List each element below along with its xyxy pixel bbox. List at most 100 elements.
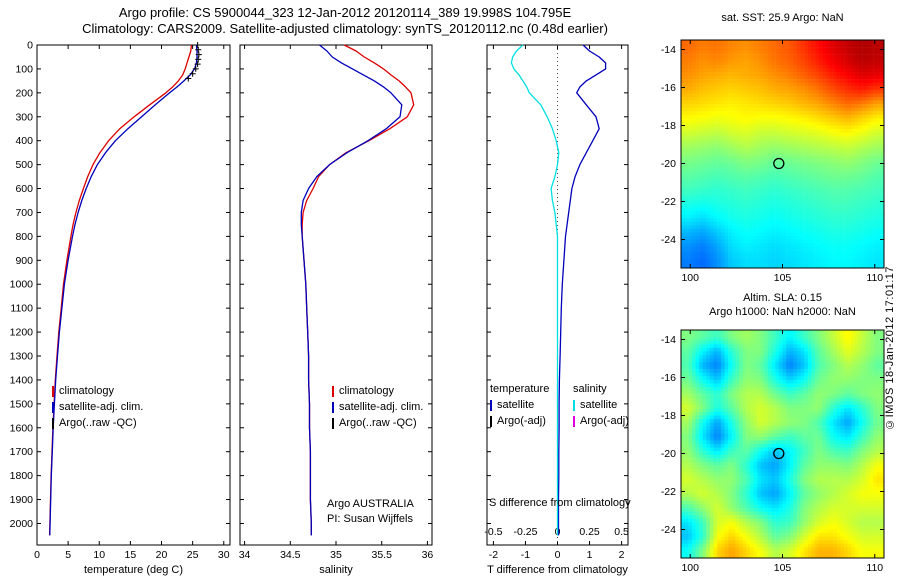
satellite-line-swatch [573, 399, 575, 411]
axis-tick-label: 0 [27, 40, 33, 52]
axis-tick-label: 35.5 [371, 549, 392, 561]
figure-header: Argo profile: CS 5900044_323 12-Jan-2012… [0, 5, 690, 37]
legend-label: climatology [339, 385, 395, 397]
legend-label: satellite [580, 399, 618, 411]
legend-header: temperature [490, 383, 550, 395]
axis-tick-label: -14 [661, 44, 676, 56]
x-axis-label: temperature (deg C) [84, 564, 183, 576]
axis-tick-label: 2 [619, 549, 625, 561]
axis-tick-label: -22 [661, 196, 676, 208]
legend-entry: satellite [490, 397, 549, 413]
axis-tick-label: 0 [34, 549, 40, 561]
legend-entry: satellite [573, 397, 629, 413]
pi-note: Argo AUSTRALIA PI: Susan Wijffels [327, 497, 414, 527]
axis-tick-label: 34.5 [280, 549, 301, 561]
axis-tick-label: 1500 [10, 398, 34, 410]
axis-tick-label: -20 [661, 448, 676, 460]
legend-label: climatology [59, 385, 115, 397]
legend-label: Argo(-adj) [497, 415, 546, 427]
axis-tick-label: 600 [15, 183, 33, 195]
s-axis-tick-label: 0.25 [579, 526, 600, 538]
imos-watermark: ©IMOS 18-Jan-2012 17:01:17 [884, 266, 896, 430]
climatology-line-swatch [52, 385, 54, 397]
legend-label: satellite-adj. clim. [59, 401, 144, 413]
argo-line-swatch [52, 417, 54, 429]
axis-tick-label: 0 [555, 549, 561, 561]
s-axis-tick-label: 0.5 [614, 526, 629, 538]
axis-tick-label: -16 [661, 372, 676, 384]
axis-tick-label: 15 [125, 549, 137, 561]
legend-entry: Argo(..raw -QC) [332, 415, 423, 431]
x-axis-label: T difference from climatology [487, 564, 628, 576]
axis-tick-label: 20 [156, 549, 168, 561]
axis-tick-label: 800 [15, 231, 33, 243]
axis-tick-label: -16 [661, 82, 676, 94]
series-t-diff-satellite [557, 44, 607, 536]
s-diff-caption: S difference from climatology [489, 497, 631, 509]
axis-tick-label: 100 [15, 63, 33, 75]
argo-line-swatch [332, 417, 334, 429]
axis-tick-label: 1600 [10, 422, 34, 434]
axis-tick-label: 1400 [10, 374, 34, 386]
sst-map-title: sat. SST: 25.9 Argo: NaN [721, 12, 844, 24]
series-satellite-adj-clim [300, 44, 403, 536]
s-axis-tick-label: -0.5 [484, 526, 502, 538]
axis-tick-label: 34 [239, 549, 251, 561]
axis-tick-label: 1200 [10, 327, 34, 339]
axis-tick-label: 1000 [10, 279, 34, 291]
series-climatology [48, 44, 193, 536]
axis-tick-label: 300 [15, 111, 33, 123]
axis-tick-label: 1800 [10, 470, 34, 482]
argo-line-swatch [490, 415, 492, 427]
axis-tick-label: -14 [661, 334, 676, 346]
sla-map [681, 330, 884, 558]
legend-label: satellite-adj. clim. [339, 401, 424, 413]
axis-tick-label: 700 [15, 207, 33, 219]
argo-line-swatch [573, 415, 575, 427]
axes-box [36, 44, 231, 546]
satellite-line-swatch [490, 399, 492, 411]
sla-map-title: Altim. SLA: 0.15 Argo h1000: NaN h2000: … [681, 291, 884, 319]
axis-tick-label: 1300 [10, 351, 34, 363]
axis-tick-label: 400 [15, 135, 33, 147]
legend-label: Argo(-adj) [580, 415, 629, 427]
axis-tick-label: 1900 [10, 494, 34, 506]
axes-box [239, 44, 433, 546]
climatology-line-swatch [332, 385, 334, 397]
legend-label: Argo(..raw -QC) [59, 417, 137, 429]
note-line1: Argo AUSTRALIA [327, 498, 414, 510]
legend-entry: satellite-adj. clim. [332, 399, 423, 415]
axis-tick-label: 100 [681, 272, 699, 284]
axis-tick-label: 110 [866, 272, 883, 284]
axis-tick-label: 1100 [10, 303, 33, 315]
satellite-line-swatch [332, 401, 334, 413]
legend-label: satellite [497, 399, 535, 411]
sst-map [681, 40, 884, 268]
axis-tick-label: 105 [774, 562, 792, 574]
axis-tick-label: 1700 [10, 446, 34, 458]
axis-tick-label: -24 [661, 524, 676, 536]
axis-tick-label: -18 [661, 410, 676, 422]
axis-tick-label: -22 [661, 486, 676, 498]
axis-tick-label: 30 [218, 549, 230, 561]
sal-diff-legend: salinity satellite Argo(-adj) [573, 381, 629, 429]
axis-tick-label: 100 [681, 562, 699, 574]
series-argo-raw-qc [185, 42, 202, 82]
legend-entry: Argo(..raw -QC) [52, 415, 143, 431]
axis-tick-label: 900 [15, 255, 33, 267]
legend-entry: climatology [332, 383, 423, 399]
series-climatology [301, 44, 415, 536]
axes-box [486, 44, 629, 546]
axis-tick-label: 5 [65, 549, 71, 561]
figure-title-line1: Argo profile: CS 5900044_323 12-Jan-2012… [118, 5, 572, 20]
satellite-line-swatch [52, 401, 54, 413]
series-s-diff-satellite [510, 44, 560, 536]
legend-header: salinity [573, 383, 607, 395]
axis-tick-label: -24 [661, 234, 676, 246]
axis-tick-label: 36 [422, 549, 434, 561]
legend-entry: Argo(-adj) [490, 413, 549, 429]
axis-tick-label: 105 [774, 272, 792, 284]
legend-entry: Argo(-adj) [573, 413, 629, 429]
axis-tick-label: 35 [330, 549, 342, 561]
